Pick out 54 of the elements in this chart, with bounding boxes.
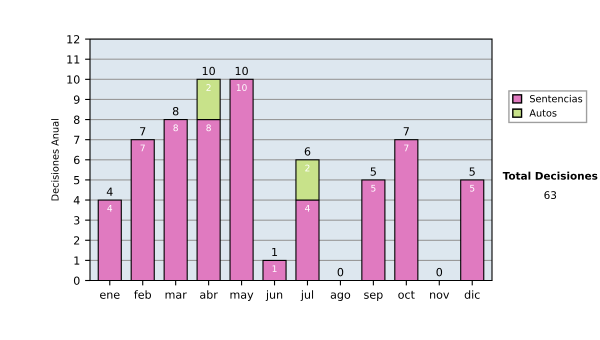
y-tick-label: 0 — [74, 276, 80, 285]
total-label: 1 — [272, 248, 278, 256]
x-tick-label: abr — [200, 290, 218, 299]
total-label: 0 — [436, 268, 442, 276]
y-tick-label: 1 — [74, 256, 80, 265]
data-label: 1 — [272, 265, 277, 272]
text: Total Decisiones — [502, 172, 598, 180]
data-label: 7 — [404, 144, 408, 152]
x-tick-label: jul — [300, 290, 314, 301]
total-label: 5 — [470, 167, 475, 176]
x-tick-label: mar — [166, 292, 187, 299]
total-label: 8 — [172, 107, 178, 116]
y-tick-label: 3 — [74, 216, 80, 225]
data-label: 8 — [206, 124, 211, 132]
data-label: 7 — [140, 144, 145, 152]
x-tick-label: feb — [134, 290, 152, 299]
y-tick-label: 9 — [74, 95, 80, 104]
x-tick-label: nov — [430, 292, 450, 299]
x-tick-label: dic — [464, 290, 480, 299]
y-tick-label: 8 — [74, 116, 80, 124]
y-tick-label: 2 — [74, 236, 80, 244]
total-label: 7 — [404, 127, 409, 136]
total-label: 7 — [140, 127, 146, 136]
total-label: 5 — [370, 167, 376, 176]
y-tick-label: 11 — [67, 55, 80, 64]
legend-label: Autos — [529, 109, 556, 117]
x-tick-label: may — [230, 292, 254, 301]
y-tick-label: 10 — [67, 75, 80, 84]
total-label: 10 — [236, 66, 248, 76]
y-axis-title: Decisiones Anual — [51, 119, 59, 200]
text: 63 — [544, 191, 556, 200]
total-label: 6 — [304, 147, 310, 156]
x-tick-label: oct — [398, 290, 415, 299]
data-label: 4 — [305, 204, 310, 212]
legend-label: Sentencias — [530, 94, 582, 102]
x-tick-label: ene — [100, 292, 120, 299]
data-label: 2 — [305, 164, 310, 172]
total-label: 0 — [338, 268, 344, 276]
x-tick-label: sep — [364, 292, 383, 301]
total-label: 10 — [202, 66, 215, 76]
y-tick-label: 6 — [74, 156, 80, 164]
y-tick-label: 5 — [74, 176, 80, 184]
y-tick-label: 4 — [74, 196, 80, 204]
data-label: 8 — [173, 124, 178, 132]
data-label: 5 — [371, 184, 376, 192]
x-tick-label: ago — [330, 292, 350, 301]
data-label: 4 — [107, 204, 112, 212]
y-tick-label: 7 — [74, 136, 80, 144]
y-tick-label: 12 — [67, 35, 80, 44]
data-label: 10 — [236, 84, 247, 92]
total-label: 4 — [106, 188, 113, 196]
data-label: 2 — [206, 84, 211, 91]
x-tick-label: jun — [266, 290, 282, 301]
data-label: 5 — [470, 184, 474, 192]
